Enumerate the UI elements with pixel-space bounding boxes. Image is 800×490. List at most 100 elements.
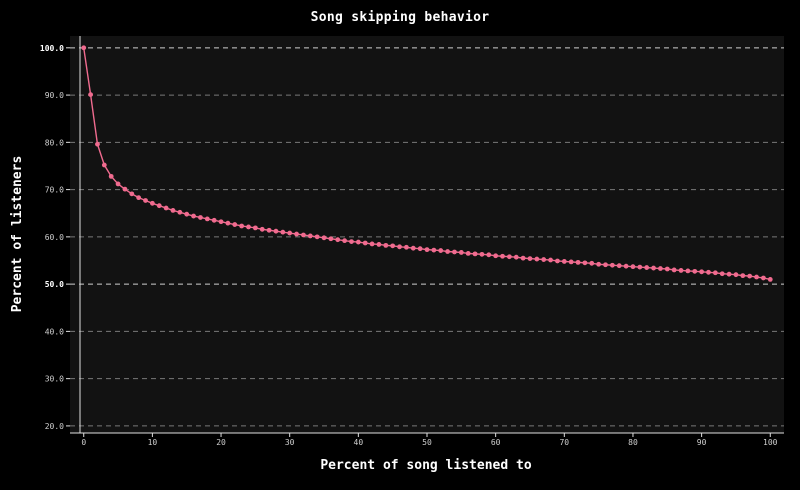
y-tick-label: 80.0: [45, 138, 64, 147]
data-point: [445, 249, 450, 254]
data-point: [644, 265, 650, 270]
y-ticks: 20.0 30.0 40.0 50.0 60.0 70.0 80.0 90.0 100.0: [40, 44, 70, 431]
x-tick-label: 90: [697, 438, 707, 447]
data-point: [712, 270, 718, 276]
data-point: [149, 200, 155, 206]
data-point: [204, 216, 210, 222]
data-point: [555, 258, 560, 264]
data-point: [506, 254, 512, 260]
plot-background: [70, 36, 784, 433]
data-point: [307, 233, 313, 239]
data-point: [273, 228, 279, 234]
data-point: [115, 181, 121, 187]
data-point: [671, 267, 677, 273]
data-point: [740, 273, 746, 279]
data-point: [726, 271, 732, 277]
data-point: [527, 256, 533, 262]
x-tick-label: 30: [285, 438, 295, 447]
x-tick-label: 100: [763, 438, 778, 447]
data-point: [651, 265, 656, 271]
data-point: [541, 257, 547, 262]
y-tick-label: 40.0: [45, 327, 64, 336]
data-point: [678, 268, 684, 273]
x-tick-label: 20: [216, 438, 226, 447]
data-point: [225, 220, 231, 226]
data-point: [493, 253, 499, 259]
x-ticks: 0 10 20 30 40 50 60 70 80 90 100: [81, 433, 778, 447]
data-point: [513, 254, 519, 260]
data-point: [417, 246, 423, 252]
y-tick-label: 60.0: [45, 233, 64, 242]
data-point: [170, 207, 176, 213]
y-tick-label: 100.0: [40, 44, 64, 53]
data-point: [266, 227, 272, 233]
data-point: [218, 219, 224, 225]
data-point: [719, 271, 725, 277]
data-point: [122, 186, 128, 192]
data-point: [184, 211, 190, 217]
data-point: [568, 259, 574, 265]
y-tick-label: 30.0: [45, 375, 64, 384]
data-point: [136, 195, 142, 201]
data-point: [259, 226, 265, 232]
data-point: [706, 269, 711, 275]
data-point: [575, 259, 581, 265]
data-point: [390, 243, 396, 249]
data-point: [156, 203, 162, 209]
data-point: [548, 257, 553, 263]
x-tick-label: 40: [354, 438, 364, 447]
y-tick-label: 70.0: [45, 186, 64, 195]
data-point: [589, 260, 595, 266]
data-point: [301, 232, 306, 238]
data-point: [637, 264, 643, 270]
data-point: [294, 231, 299, 237]
grid-lines: [70, 47, 784, 427]
x-tick-label: 10: [148, 438, 158, 447]
y-axis-title: Percent of listeners: [10, 156, 25, 313]
data-point: [335, 237, 341, 243]
data-point: [630, 264, 636, 270]
data-point: [95, 141, 100, 147]
series-layer: [81, 45, 773, 282]
data-point: [431, 247, 437, 253]
data-point: [383, 242, 389, 248]
data-point: [472, 251, 478, 257]
x-tick-label: 70: [559, 438, 569, 447]
data-point: [397, 244, 402, 250]
data-point: [280, 229, 286, 235]
data-point: [733, 272, 739, 278]
data-point: [287, 230, 293, 236]
data-point: [438, 248, 444, 253]
x-tick-label: 80: [628, 438, 638, 447]
data-point: [88, 92, 93, 98]
data-point: [129, 191, 135, 197]
x-tick-label: 50: [422, 438, 432, 447]
data-point: [500, 253, 505, 259]
data-point: [486, 252, 492, 258]
data-point: [424, 247, 430, 253]
data-point: [761, 275, 766, 281]
x-axis-title: Percent of song listened to: [320, 458, 531, 473]
data-point: [342, 238, 348, 244]
data-point: [108, 173, 114, 179]
data-point: [582, 260, 588, 266]
data-point: [664, 266, 670, 272]
data-point: [692, 268, 698, 274]
data-point: [239, 223, 245, 229]
x-tick-label: 60: [491, 438, 501, 447]
data-point: [479, 251, 485, 257]
data-point: [603, 262, 608, 268]
data-point: [767, 276, 773, 282]
data-point: [465, 251, 471, 256]
data-point: [685, 268, 691, 274]
data-point: [609, 262, 615, 268]
data-point: [458, 250, 464, 255]
y-tick-label: 20.0: [45, 422, 64, 431]
data-point: [246, 224, 251, 230]
chart-title: Song skipping behavior: [310, 10, 490, 25]
data-point: [211, 217, 217, 223]
data-point: [369, 241, 375, 247]
y-tick-label: 50.0: [45, 280, 64, 289]
x-tick-label: 0: [81, 438, 86, 447]
data-point: [658, 266, 663, 271]
